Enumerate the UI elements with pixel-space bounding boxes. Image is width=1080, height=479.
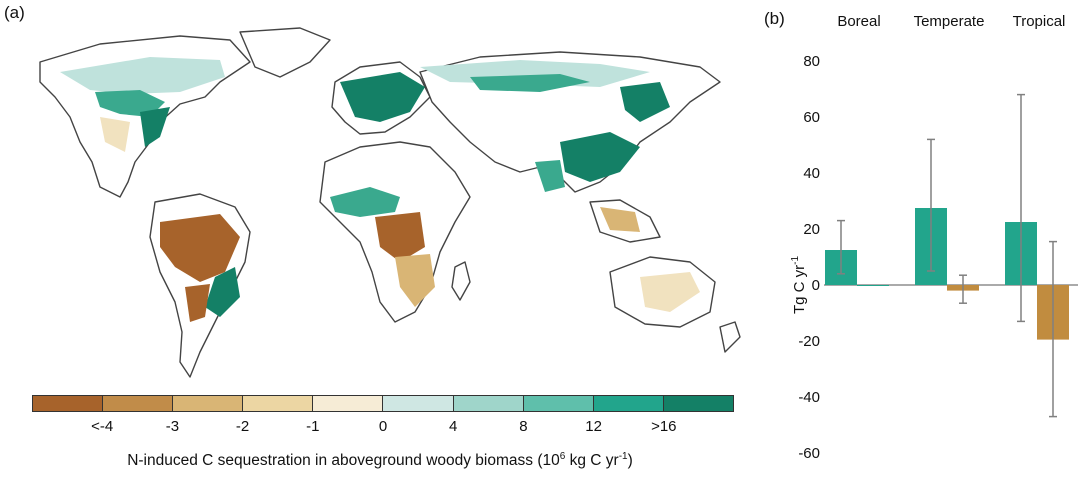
bar-boreal-series2: [857, 285, 889, 286]
colorbar-tick-label: -2: [235, 418, 250, 435]
colorbar-segment: [593, 396, 664, 411]
greenland-shape: [239, 27, 331, 78]
sequestration-region: [60, 57, 225, 94]
y-axis-label: Tg C yr-1: [790, 256, 808, 315]
y-tick-label: 60: [803, 109, 820, 126]
colorbar-segment: [33, 396, 104, 411]
sequestration-region: [560, 132, 640, 182]
y-tick-label: -40: [798, 389, 820, 406]
colorbar-segment: [243, 396, 314, 411]
sequestration-region: [340, 72, 425, 122]
colorbar-tick-label: <-4: [91, 418, 114, 435]
colorbar-tick-label: -3: [165, 418, 180, 435]
map-panel: (a) <-4 -3 -2 -1 0 4 8 12 >16 N-induced C seques…: [4, 3, 741, 470]
sequestration-region: [470, 74, 590, 92]
group-title-tropical: Tropical: [1013, 13, 1066, 30]
y-tick-label: 40: [803, 165, 820, 182]
colorbar-segment: [663, 396, 733, 411]
sequestration-region: [100, 117, 130, 152]
continents: [39, 27, 741, 378]
y-tick-label: 20: [803, 221, 820, 238]
sequestration-region: [95, 90, 165, 117]
sequestration-region: [535, 160, 565, 192]
y-tick-label: -20: [798, 333, 820, 350]
madagascar-shape: [451, 261, 471, 301]
sequestration-region: [600, 207, 640, 232]
colorbar-segment: [103, 396, 174, 411]
y-tick-label: -60: [798, 445, 820, 462]
colorbar-segment: [453, 396, 524, 411]
new-zealand-shape: [719, 321, 741, 353]
sequestration-region: [640, 272, 700, 312]
panel-a-label: (a): [4, 3, 25, 22]
colorbar-tick-label: 12: [585, 418, 602, 435]
sequestration-region: [140, 107, 170, 147]
y-tick-label: 80: [803, 53, 820, 70]
world-map: [39, 27, 741, 378]
sequestration-region: [205, 267, 240, 317]
colorbar-segment: [313, 396, 384, 411]
colorbar-segment: [383, 396, 454, 411]
colorbar-tick-label: >16: [651, 418, 677, 435]
colorbar-tick-label: 0: [378, 418, 388, 435]
colorbar-segment: [523, 396, 594, 411]
group-title-temperate: Temperate: [914, 13, 985, 30]
sequestration-region: [375, 212, 425, 262]
colorbar: [32, 395, 734, 412]
colorbar-tick-label: 8: [519, 418, 528, 435]
bar-panel: (b) 80 60 40 20 0 -20 -40 -60 Tg C yr-1 Boreal Tem…: [760, 0, 1080, 479]
sequestration-region: [395, 254, 435, 307]
y-tick-label: 0: [812, 277, 820, 294]
sequestration-region: [620, 82, 670, 122]
group-title-boreal: Boreal: [837, 13, 880, 30]
sequestration-region: [160, 214, 240, 282]
colorbar-tick-label: -1: [306, 418, 320, 435]
colorbar-tick-label: 4: [449, 418, 458, 435]
colorbar-title: N-induced C sequestration in aboveground…: [127, 451, 633, 470]
bar-chart: 80 60 40 20 0 -20 -40 -60 Tg C yr-1 Boreal Tempera…: [790, 13, 1078, 462]
sequestration-region: [185, 284, 210, 322]
panel-b-label: (b): [764, 9, 785, 28]
sequestration-region: [330, 187, 400, 217]
colorbar-segment: [173, 396, 244, 411]
